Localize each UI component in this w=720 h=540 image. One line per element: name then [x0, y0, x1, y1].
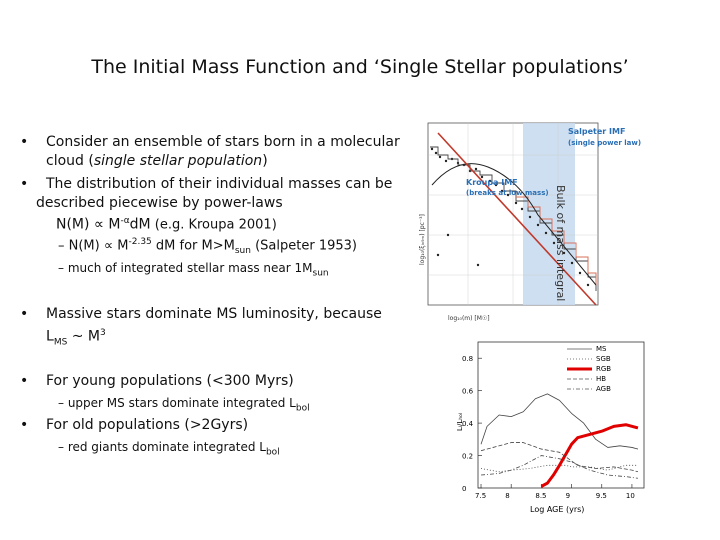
lum-axis-ticks: 7.5 8 8.5 9 9.5 10 0 0.2 0.4 0.6 0.8	[462, 355, 635, 500]
bullet-young-populations: For young populations (<300 Myrs)	[46, 373, 294, 389]
sub-bullet-upper-ms: – upper MS stars dominate integrated Lbo…	[58, 396, 310, 414]
bullet-marker: •	[20, 417, 29, 433]
mass-integral-label: Bulk of mass integral	[554, 185, 567, 301]
lum-legend: MS SGB RGB HB AGB	[567, 345, 611, 393]
x-tick-label: 8.5	[535, 492, 546, 500]
salpeter-histogram	[516, 196, 597, 285]
bullet-marker: •	[20, 176, 29, 192]
lum-series-group	[480, 393, 639, 488]
lum-ylabel: Lₗ/Lₕₒₗ	[456, 413, 464, 431]
bullet-ensemble: Consider an ensemble of stars born in a …	[46, 134, 400, 169]
bullet-marker: •	[20, 373, 29, 389]
imf-data-points	[430, 147, 590, 287]
legend-rgb: RGB	[596, 365, 611, 373]
imf-xlabel: log₁₀(m) [M☉]	[448, 315, 490, 322]
salpeter-subtitle: (single power law)	[568, 139, 641, 147]
legend-ms: MS	[596, 345, 607, 353]
kroupa-title: Kroupa IMF	[466, 178, 518, 187]
y-tick-label: 0.6	[462, 388, 474, 396]
imf-figure: Salpeter IMF (single power law) Kroupa I…	[419, 122, 641, 322]
sub-bullet-salpeter: – N(M) ∝ M-2.35 dM for M>Msun (Salpeter …	[58, 237, 357, 256]
legend-sgb: SGB	[596, 355, 611, 363]
bullet-massive-stars: Massive stars dominate MS luminosity, be…	[46, 306, 382, 348]
legend-hb: HB	[596, 375, 606, 383]
bullet-marker: •	[20, 134, 29, 150]
series-ms	[480, 393, 639, 450]
legend-agb: AGB	[596, 385, 611, 393]
y-tick-label: 0	[462, 485, 466, 493]
x-tick-label: 10	[626, 492, 635, 500]
formula-power-law: N(M) ∝ M-αdM (e.g. Kroupa 2001)	[56, 216, 277, 233]
x-tick-label: 9.5	[596, 492, 607, 500]
kroupa-curve	[431, 163, 597, 286]
bullet-marker: •	[20, 306, 29, 322]
luminosity-fraction-figure: 7.5 8 8.5 9 9.5 10 0 0.2 0.4 0.6 0.8 MS SGB RGB HB…	[456, 341, 645, 514]
kroupa-subtitle: (breaks at low mass)	[466, 189, 549, 197]
sub-bullet-red-giants: – red giants dominate integrated Lbol	[58, 440, 280, 458]
sub-bullet-mass-integral: – much of integrated stellar mass near 1…	[58, 261, 329, 279]
slide-title: The Initial Mass Function and ‘Single St…	[91, 56, 629, 78]
y-tick-label: 0.2	[462, 453, 473, 461]
y-tick-label: 0.4	[462, 420, 474, 428]
bullet-old-populations: For old populations (>2Gyrs)	[46, 417, 249, 433]
bullet-distribution: The distribution of their individual mas…	[36, 176, 393, 211]
x-tick-label: 9	[566, 492, 570, 500]
salpeter-title: Salpeter IMF	[568, 127, 625, 136]
lum-xlabel: Log AGE (yrs)	[530, 505, 584, 514]
y-tick-label: 0.8	[462, 355, 473, 363]
salpeter-line	[437, 132, 597, 306]
series-agb	[480, 455, 639, 479]
x-tick-label: 8	[505, 492, 509, 500]
mass-integral-band	[523, 123, 575, 305]
lum-plot-frame	[477, 341, 645, 489]
x-tick-label: 7.5	[475, 492, 486, 500]
series-rgb	[540, 423, 639, 488]
series-hb	[480, 442, 639, 473]
imf-ylabel: log₁₀(ξₗₒ₉ₘ) [pc⁻³]	[419, 214, 426, 265]
